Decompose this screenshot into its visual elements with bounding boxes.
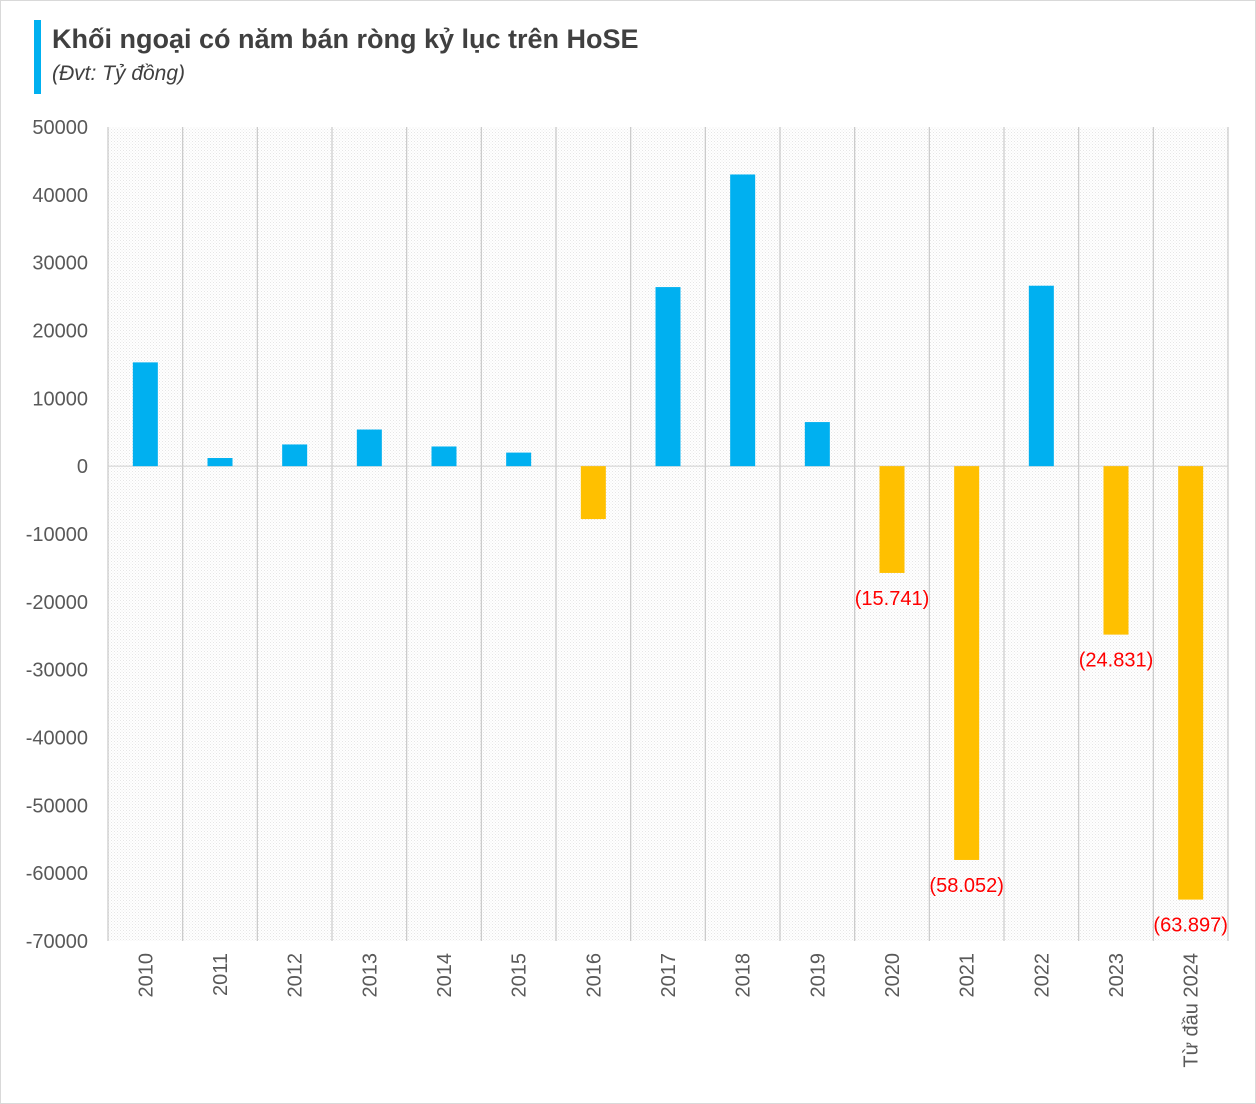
- bar-2011: [207, 458, 233, 467]
- x-tick-label: Từ đầu 2024: [1181, 953, 1203, 1068]
- y-tick-label: 30000: [32, 253, 88, 275]
- x-tick-label: 2017: [658, 953, 680, 998]
- chart-title: Khối ngoại có năm bán ròng kỷ lục trên H…: [52, 24, 639, 54]
- plot-area: [108, 127, 1228, 941]
- x-tick-label: 2016: [583, 953, 605, 998]
- bar-2017: [655, 287, 681, 467]
- bar-2014: [431, 446, 457, 467]
- x-tick-label: 2011: [210, 953, 232, 996]
- x-tick-label: 2014: [434, 953, 456, 998]
- x-tick-label: 2018: [733, 953, 755, 998]
- data-label: (58.052): [929, 875, 1004, 897]
- bar-từ-đầu-2024: [1178, 466, 1204, 900]
- bar-2020: [879, 466, 905, 573]
- x-tick-label: 2019: [807, 953, 829, 998]
- x-tick-label: 2013: [359, 953, 381, 998]
- y-tick-label: -70000: [26, 931, 88, 953]
- title-accent-bar: [34, 20, 41, 94]
- x-tick-label: 2020: [882, 953, 904, 998]
- y-tick-label: 10000: [32, 388, 88, 410]
- bar-2018: [730, 174, 756, 467]
- y-tick-label: -30000: [26, 660, 88, 682]
- y-tick-label: 40000: [32, 185, 88, 207]
- chart-subtitle: (Đvt: Tỷ đồng): [52, 62, 186, 85]
- y-tick-label: 0: [77, 456, 88, 478]
- x-tick-label: 2021: [957, 953, 979, 998]
- bar-2015: [506, 452, 532, 467]
- y-tick-label: 20000: [32, 321, 88, 343]
- x-tick-label: 2022: [1031, 953, 1053, 998]
- y-tick-label: -60000: [26, 863, 88, 885]
- y-tick-label: -10000: [26, 524, 88, 546]
- y-tick-label: -40000: [26, 728, 88, 750]
- data-label: (24.831): [1079, 650, 1154, 672]
- bar-2010: [132, 362, 158, 467]
- x-tick-label: 2010: [135, 953, 157, 998]
- bar-2021: [954, 466, 980, 860]
- data-label: (63.897): [1153, 915, 1228, 937]
- y-tick-label: -50000: [26, 795, 88, 817]
- y-tick-label: -20000: [26, 592, 88, 614]
- data-label: (15.741): [855, 588, 930, 610]
- x-tick-label: 2015: [509, 953, 531, 998]
- bar-2019: [804, 422, 830, 467]
- bar-2013: [356, 429, 382, 467]
- bar-2012: [282, 444, 308, 467]
- x-tick-label: 2023: [1106, 953, 1128, 998]
- x-tick-label: 2012: [285, 953, 307, 998]
- bar-2022: [1028, 285, 1054, 467]
- bar-2023: [1103, 466, 1129, 635]
- y-tick-label: 50000: [32, 117, 88, 139]
- bar-2016: [580, 466, 606, 520]
